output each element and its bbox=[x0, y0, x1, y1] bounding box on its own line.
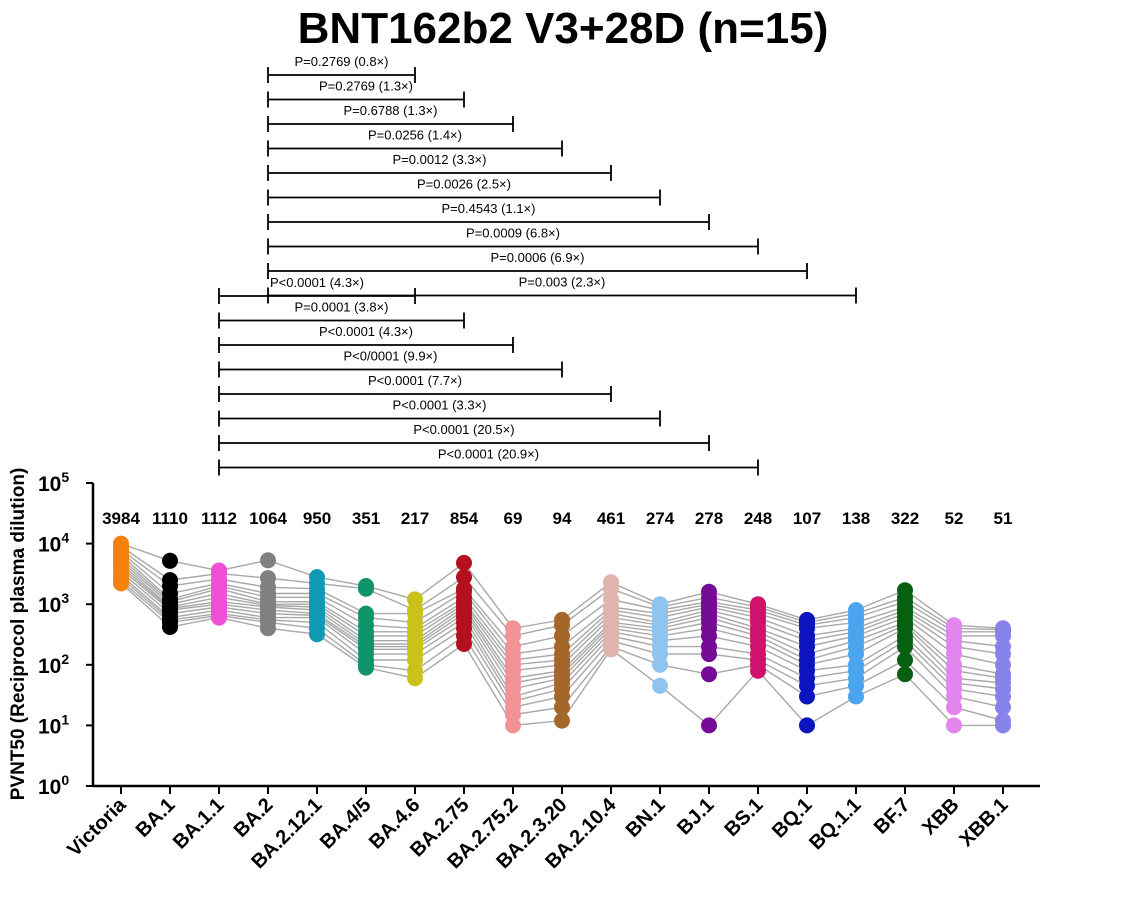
data-point bbox=[897, 638, 913, 655]
comparison-brackets: P=0.2769 (0.8×) P=0.2769 (1.3×) P=0.6788 (… bbox=[218, 54, 857, 476]
data-points bbox=[113, 535, 1011, 734]
comparison-label: P=0.0001 (3.8×) bbox=[295, 300, 389, 315]
comparison-label: P<0.0001 (3.3×) bbox=[393, 398, 487, 413]
comparison-label: P<0/0001 (9.9×) bbox=[344, 349, 438, 364]
comparison-label: P=0.4543 (1.1×) bbox=[442, 201, 536, 216]
data-point bbox=[456, 636, 472, 652]
y-tick-label: 104 bbox=[38, 530, 69, 557]
comparison-label: P<0.0001 (4.3×) bbox=[319, 324, 413, 339]
gmt-label: 248 bbox=[744, 509, 772, 528]
x-tick-label: BA.1.1 bbox=[169, 794, 229, 854]
y-tick-label: 103 bbox=[38, 590, 69, 617]
y-ticks: 100 101 102 103 104 105 bbox=[38, 469, 93, 799]
comparison-label: P=0.0256 (1.4×) bbox=[368, 128, 462, 143]
gmt-label: 217 bbox=[401, 509, 429, 528]
data-point bbox=[848, 688, 864, 705]
x-tick-label: BS.1 bbox=[721, 794, 768, 841]
data-point bbox=[701, 646, 717, 663]
comparison-label: P=0.003 (2.3×) bbox=[519, 275, 606, 290]
x-tick-label: XBB.1 bbox=[955, 794, 1012, 851]
data-point bbox=[260, 552, 276, 569]
gmt-label: 322 bbox=[891, 509, 919, 528]
gmt-label: 274 bbox=[646, 509, 675, 528]
x-tick-label: BN.1 bbox=[622, 794, 670, 842]
data-point bbox=[456, 554, 472, 571]
x-tick-label: BA.4/5 bbox=[316, 794, 376, 854]
data-point bbox=[750, 662, 766, 679]
data-point bbox=[358, 659, 374, 676]
data-point bbox=[897, 666, 913, 683]
comparison-label: P=0.0009 (6.8×) bbox=[466, 226, 560, 241]
gmt-label: 138 bbox=[842, 509, 870, 528]
comparison-label: P=0.2769 (1.3×) bbox=[319, 79, 413, 94]
x-tick-label: Victoria bbox=[63, 793, 131, 861]
gmt-label: 854 bbox=[450, 509, 479, 528]
data-point bbox=[652, 677, 668, 694]
gmt-label: 107 bbox=[793, 509, 821, 528]
comparison-label: P=0.0026 (2.5×) bbox=[417, 177, 511, 192]
data-point bbox=[946, 699, 962, 716]
data-point bbox=[897, 652, 913, 668]
data-point bbox=[799, 717, 815, 734]
gmt-label: 1112 bbox=[201, 509, 237, 528]
data-point bbox=[358, 580, 374, 597]
x-ticks bbox=[120, 786, 1004, 794]
data-point bbox=[309, 626, 325, 643]
comparison-label: P=0.0012 (3.3×) bbox=[393, 152, 487, 167]
comparison-label: P=0.2769 (0.8×) bbox=[295, 54, 389, 69]
comparison-label: P<0.0001 (7.7×) bbox=[368, 373, 462, 388]
x-tick-label: BQ.1.1 bbox=[805, 794, 865, 854]
data-point bbox=[162, 552, 178, 569]
data-point bbox=[456, 569, 472, 586]
gmt-label: 461 bbox=[597, 509, 625, 528]
comparison-label: P=0.6788 (1.3×) bbox=[344, 103, 438, 118]
data-point bbox=[407, 670, 423, 687]
data-point bbox=[799, 688, 815, 705]
x-tick-labels: Victoria BA.1BA.1.1 BA.2BA.2.12.1BA.4/5BA.… bbox=[63, 793, 1012, 873]
y-tick-label: 102 bbox=[38, 651, 69, 678]
gmt-label: 1064 bbox=[249, 509, 287, 528]
y-axis-label: PVNT50 (Reciprocol plasma dilution) bbox=[8, 468, 29, 801]
gmt-labels: 3984 1110 1112 1064 950 351 217 854 69 94 461 274 27… bbox=[102, 509, 1012, 528]
comparison-label: P<0.0001 (20.9×) bbox=[438, 447, 539, 462]
y-tick-label: 100 bbox=[38, 772, 69, 799]
data-point bbox=[554, 712, 570, 729]
gmt-label: 950 bbox=[303, 509, 331, 528]
x-tick-label: BF.7 bbox=[870, 794, 915, 839]
data-point bbox=[260, 620, 276, 637]
gmt-label: 278 bbox=[695, 509, 723, 528]
chart-title: BNT162b2 V3+28D (n=15) bbox=[298, 4, 829, 53]
comparison-label: P<0.0001 (20.5×) bbox=[413, 422, 514, 437]
data-point bbox=[995, 699, 1011, 716]
data-point bbox=[995, 717, 1011, 734]
comparison-label: P=0.0006 (6.9×) bbox=[491, 250, 585, 265]
data-point bbox=[113, 575, 129, 592]
data-point bbox=[652, 656, 668, 673]
y-tick-label: 105 bbox=[38, 469, 69, 496]
x-tick-label: XBB bbox=[918, 794, 963, 839]
comparison-label: P<0.0001 (4.3×) bbox=[270, 275, 364, 290]
x-tick-label: BJ.1 bbox=[673, 794, 718, 839]
data-point bbox=[162, 619, 178, 635]
data-point bbox=[603, 641, 619, 658]
data-point bbox=[946, 717, 962, 734]
gmt-label: 51 bbox=[994, 509, 1013, 528]
gmt-label: 52 bbox=[945, 509, 964, 528]
gmt-label: 69 bbox=[504, 509, 523, 528]
gmt-label: 351 bbox=[352, 509, 380, 528]
data-point bbox=[701, 666, 717, 683]
data-point bbox=[505, 717, 521, 734]
gmt-label: 1110 bbox=[152, 509, 188, 528]
data-point bbox=[211, 609, 227, 626]
y-tick-label: 101 bbox=[38, 711, 69, 738]
gmt-label: 94 bbox=[553, 509, 572, 528]
data-point bbox=[701, 717, 717, 734]
data-point bbox=[554, 699, 570, 716]
gmt-label: 3984 bbox=[102, 509, 140, 528]
